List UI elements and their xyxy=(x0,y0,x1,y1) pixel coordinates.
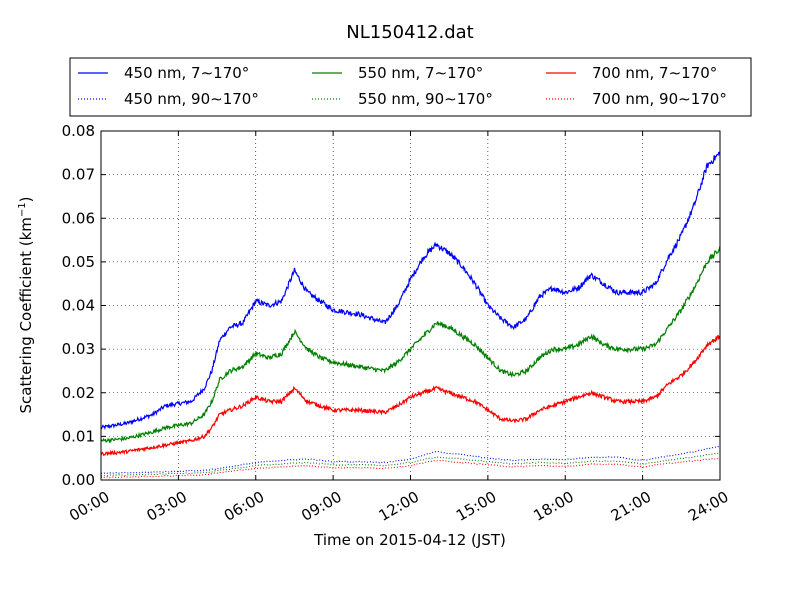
x-tick-label: 18:00 xyxy=(530,488,576,525)
legend-label: 550 nm, 7∼170° xyxy=(358,64,483,82)
y-tick-labels: 0.00 0.01 0.02 0.03 0.04 0.05 0.06 0.07 0.08 xyxy=(62,122,95,489)
series-line-2 xyxy=(100,246,721,444)
axis-ticks xyxy=(100,130,721,481)
y-tick-label: 0.01 xyxy=(62,427,95,445)
x-tick-labels: 00:00 03:00 06:00 09:00 12:00 15:00 18:00 21:00… xyxy=(66,488,731,525)
y-tick-label: 0.00 xyxy=(62,471,95,489)
legend-label: 700 nm, 7∼170° xyxy=(592,64,717,82)
y-tick-label: 0.07 xyxy=(62,166,95,184)
y-axis-label-exponent: −1 xyxy=(17,202,28,217)
y-tick-label: 0.04 xyxy=(62,297,95,315)
x-tick-label: 24:00 xyxy=(685,488,731,525)
y-axis-label: Scattering Coefficient (km−1) xyxy=(17,196,35,413)
legend-box xyxy=(69,57,752,117)
y-tick-label: 0.08 xyxy=(62,122,95,140)
x-axis-label: Time on 2015-04-12 (JST) xyxy=(313,531,506,549)
legend: 450 nm, 7∼170° 550 nm, 7∼170° 700 nm, 7∼17… xyxy=(69,57,752,117)
y-tick-label: 0.05 xyxy=(62,253,95,271)
series-line-3 xyxy=(100,334,721,457)
series-line-5 xyxy=(100,452,721,477)
legend-label: 700 nm, 90∼170° xyxy=(592,90,727,108)
y-tick-label: 0.06 xyxy=(62,209,95,227)
x-tick-label: 09:00 xyxy=(298,488,344,525)
chart-title: NL150412.dat xyxy=(346,22,473,43)
legend-label: 450 nm, 90∼170° xyxy=(124,90,259,108)
grid xyxy=(101,131,720,480)
x-tick-label: 15:00 xyxy=(453,488,499,525)
y-tick-label: 0.03 xyxy=(62,340,95,358)
series-line-1 xyxy=(100,151,721,431)
y-axis-label-main: Scattering Coefficient (km xyxy=(17,217,35,413)
x-tick-label: 00:00 xyxy=(66,488,112,525)
x-tick-label: 21:00 xyxy=(608,488,654,525)
series-layer xyxy=(100,151,721,479)
legend-label: 550 nm, 90∼170° xyxy=(358,90,493,108)
legend-label: 450 nm, 7∼170° xyxy=(124,64,249,82)
x-tick-label: 06:00 xyxy=(221,488,267,525)
y-axis-label-suffix: ) xyxy=(17,196,35,202)
series-line-4 xyxy=(100,445,721,475)
x-tick-label: 12:00 xyxy=(376,488,422,525)
x-tick-label: 03:00 xyxy=(144,488,190,525)
y-tick-label: 0.02 xyxy=(62,384,95,402)
